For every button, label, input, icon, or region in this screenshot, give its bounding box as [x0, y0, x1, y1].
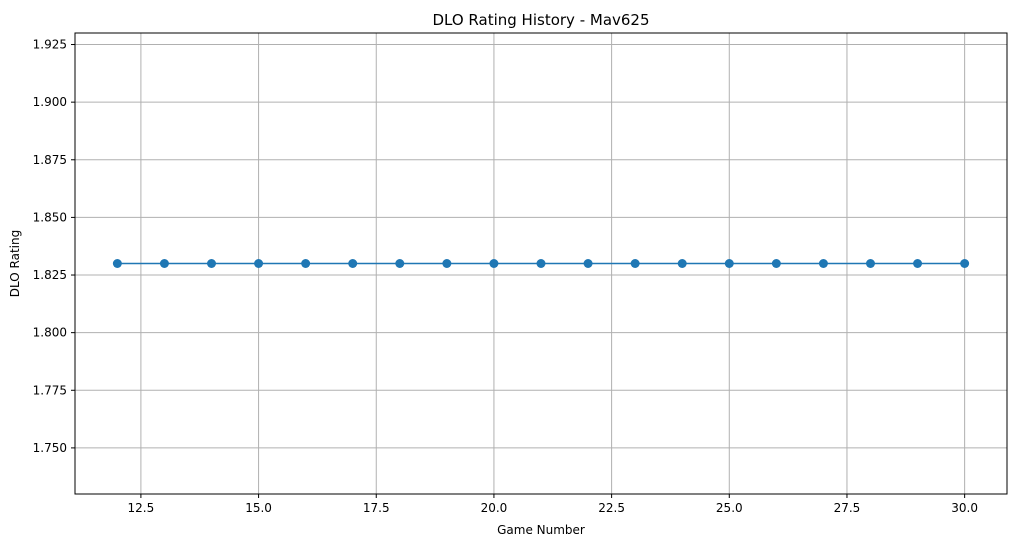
x-tick-label: 30.0	[951, 501, 978, 515]
data-point	[818, 259, 828, 268]
y-axis-ticks: 1.750 1.775 1.800 1.825 1.850 1.875 1.900 1.925	[33, 38, 75, 455]
data-point	[159, 259, 169, 268]
series-layer	[112, 259, 970, 268]
y-tick-label: 1.850	[33, 210, 67, 224]
data-point	[536, 259, 546, 268]
x-axis-ticks: 12.5 15.0 17.5 20.0 22.5 25.0 27.5 30.0	[128, 494, 978, 515]
y-axis-label: DLO Rating	[8, 230, 22, 297]
data-point	[724, 259, 734, 268]
x-tick-label: 15.0	[245, 501, 272, 515]
data-point	[395, 259, 405, 268]
data-point	[630, 259, 640, 268]
data-point	[913, 259, 923, 268]
data-point	[254, 259, 264, 268]
y-tick-label: 1.875	[33, 153, 67, 167]
y-tick-label: 1.775	[33, 383, 67, 397]
x-tick-label: 20.0	[481, 501, 508, 515]
data-point	[771, 259, 781, 268]
data-point	[583, 259, 593, 268]
plot-frame	[74, 32, 1008, 495]
data-point	[489, 259, 499, 268]
data-point	[112, 259, 122, 268]
data-point	[301, 259, 311, 268]
y-tick-label: 1.900	[33, 95, 67, 109]
y-tick-label: 1.800	[33, 326, 67, 340]
data-point	[348, 259, 358, 268]
y-tick-label: 1.925	[33, 38, 67, 52]
y-tick-label: 1.750	[33, 441, 67, 455]
data-point	[865, 259, 875, 268]
data-point	[442, 259, 452, 268]
data-point	[207, 259, 217, 268]
x-tick-label: 12.5	[128, 501, 155, 515]
data-point	[960, 259, 970, 268]
x-axis-label: Game Number	[497, 523, 585, 537]
x-tick-label: 22.5	[598, 501, 625, 515]
x-tick-label: 17.5	[363, 501, 390, 515]
chart-title: DLO Rating History - Mav625	[432, 11, 649, 29]
x-tick-label: 27.5	[834, 501, 861, 515]
data-point	[677, 259, 687, 268]
x-tick-label: 25.0	[716, 501, 743, 515]
y-tick-label: 1.825	[33, 268, 67, 282]
